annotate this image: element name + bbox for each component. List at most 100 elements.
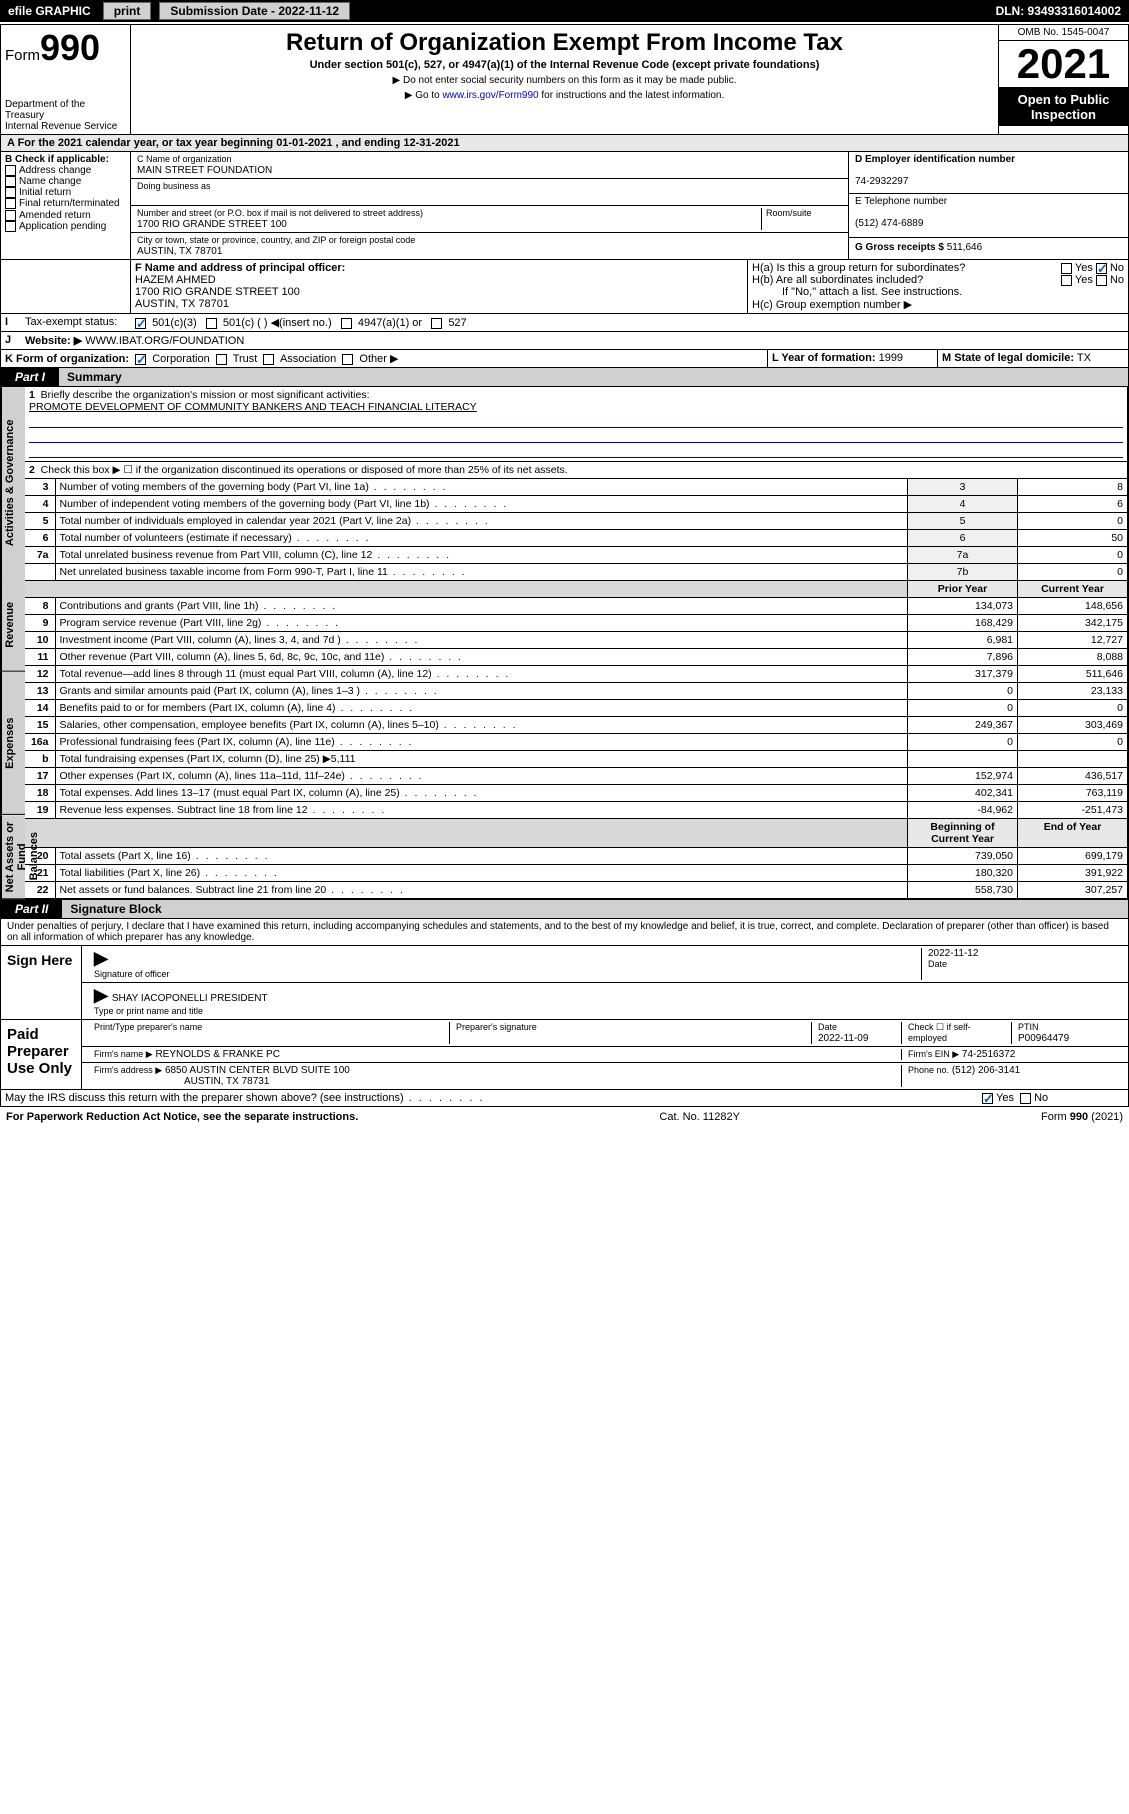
m-value: TX	[1077, 352, 1091, 364]
phone-label: E Telephone number	[855, 196, 947, 207]
form-subtitle: Under section 501(c), 527, or 4947(a)(1)…	[139, 59, 990, 71]
street-address: 1700 RIO GRANDE STREET 100	[137, 219, 287, 230]
dln: DLN: 93493316014002	[988, 4, 1129, 18]
ptin-value: P00964479	[1018, 1033, 1069, 1044]
efile-label: efile GRAPHIC	[0, 4, 99, 18]
prep-date: 2022-11-09	[818, 1033, 868, 1044]
part2-header: Part II Signature Block	[0, 900, 1129, 919]
cbx-527[interactable]	[431, 318, 442, 329]
l-label: L Year of formation:	[772, 352, 876, 364]
cbx-assoc[interactable]	[263, 354, 274, 365]
l-value: 1999	[879, 352, 903, 364]
row-i: I Tax-exempt status: 501(c)(3) 501(c) ( …	[0, 314, 1129, 332]
footer-notice: For Paperwork Reduction Act Notice, see …	[6, 1111, 358, 1123]
city-label: City or town, state or province, country…	[137, 235, 415, 245]
gross-value: 511,646	[947, 242, 982, 253]
col-b: B Check if applicable: Address change Na…	[1, 152, 131, 259]
ha-label: H(a) Is this a group return for subordin…	[752, 262, 965, 274]
cbx-501c[interactable]	[206, 318, 217, 329]
form-title: Return of Organization Exempt From Incom…	[139, 29, 990, 57]
form-header: Form990 Department of the Treasury Inter…	[0, 24, 1129, 135]
col-d: D Employer identification number 74-2932…	[848, 152, 1128, 259]
city-value: AUSTIN, TX 78701	[137, 246, 222, 257]
hb-note: If "No," attach a list. See instructions…	[752, 286, 962, 298]
cbx-ha-yes[interactable]	[1061, 263, 1072, 274]
sig-date: 2022-11-12	[928, 948, 978, 959]
dba-label: Doing business as	[137, 181, 211, 191]
print-button[interactable]: print	[103, 2, 152, 20]
cbx-501c3[interactable]	[135, 318, 146, 329]
cbx-final[interactable]	[5, 198, 16, 209]
addr-label: Number and street (or P.O. box if mail i…	[137, 208, 423, 218]
self-emp-check: Check ☐ if self-employed	[908, 1022, 971, 1043]
signature-block: Sign Here ▶Signature of officer 2022-11-…	[0, 946, 1129, 1020]
section-a: A For the 2021 calendar year, or tax yea…	[0, 135, 1129, 152]
note-link: ▶ Go to www.irs.gov/Form990 for instruct…	[139, 90, 990, 101]
firm-ein: 74-2516372	[962, 1049, 1015, 1060]
part1-title: Summary	[59, 368, 1128, 386]
officer-name-title: SHAY IACOPONELLI PRESIDENT	[112, 993, 268, 1004]
cbx-discuss-no[interactable]	[1020, 1093, 1031, 1104]
firm-city: AUSTIN, TX 78731	[94, 1076, 269, 1087]
top-bar: efile GRAPHIC print Submission Date - 20…	[0, 0, 1129, 22]
prep-sig-label: Preparer's signature	[456, 1022, 537, 1032]
gross-label: G Gross receipts $	[855, 242, 944, 253]
cbx-amended[interactable]	[5, 210, 16, 221]
footer-form: Form 990 (2021)	[1041, 1111, 1123, 1123]
cbx-hb-no[interactable]	[1096, 275, 1107, 286]
hc-label: H(c) Group exemption number ▶	[752, 299, 912, 311]
cbx-name[interactable]	[5, 176, 16, 187]
cbx-pending[interactable]	[5, 221, 16, 232]
ein-label: D Employer identification number	[855, 154, 1015, 165]
website-label: Website: ▶	[25, 335, 82, 347]
org-name-label: C Name of organization	[137, 154, 232, 164]
row-j: J Website: ▶ WWW.IBAT.ORG/FOUNDATION	[0, 332, 1129, 350]
col-c: C Name of organization MAIN STREET FOUND…	[131, 152, 848, 259]
part2-title: Signature Block	[62, 900, 1128, 918]
cbx-4947[interactable]	[341, 318, 352, 329]
part1-pill: Part I	[1, 368, 59, 386]
officer-name: HAZEM AHMED	[135, 274, 216, 286]
dept-label: Department of the Treasury	[5, 99, 126, 121]
irs-label: Internal Revenue Service	[5, 121, 126, 132]
officer-label: F Name and address of principal officer:	[135, 262, 345, 274]
sign-here-label: Sign Here	[1, 946, 81, 1019]
officer-city: AUSTIN, TX 78701	[135, 298, 229, 310]
paid-preparer-block: Paid Preparer Use Only Print/Type prepar…	[0, 1020, 1129, 1090]
header-block: B Check if applicable: Address change Na…	[0, 152, 1129, 260]
cbx-ha-no[interactable]	[1096, 263, 1107, 274]
cbx-trust[interactable]	[216, 354, 227, 365]
cbx-hb-yes[interactable]	[1061, 275, 1072, 286]
summary-table: 1 Briefly describe the organization's mi…	[25, 387, 1128, 899]
summary-block: Activities & Governance Revenue Expenses…	[0, 387, 1129, 900]
footer-cat: Cat. No. 11282Y	[659, 1111, 740, 1123]
phone-value: (512) 474-6889	[855, 218, 923, 229]
b-label: B Check if applicable:	[5, 154, 109, 165]
cbx-corp[interactable]	[135, 354, 146, 365]
discuss-row: May the IRS discuss this return with the…	[0, 1090, 1129, 1107]
website-value: WWW.IBAT.ORG/FOUNDATION	[85, 335, 244, 347]
room-label: Room/suite	[766, 208, 812, 218]
footer: For Paperwork Reduction Act Notice, see …	[0, 1107, 1129, 1127]
form-number: Form990	[5, 27, 126, 69]
cbx-other[interactable]	[342, 354, 353, 365]
cbx-initial[interactable]	[5, 187, 16, 198]
declaration: Under penalties of perjury, I declare th…	[0, 919, 1129, 946]
vbar-expenses: Expenses	[1, 672, 25, 815]
ein-value: 74-2932297	[855, 176, 908, 187]
hb-label: H(b) Are all subordinates included?	[752, 274, 923, 286]
sig-officer-label: Signature of officer	[94, 969, 169, 979]
m-label: M State of legal domicile:	[942, 352, 1074, 364]
firm-phone: (512) 206-3141	[952, 1065, 1020, 1076]
cbx-address[interactable]	[5, 165, 16, 176]
cbx-discuss-yes[interactable]	[982, 1093, 993, 1104]
vbar-netassets: Net Assets or Fund Balances	[1, 815, 25, 899]
submission-date: Submission Date - 2022-11-12	[159, 2, 350, 20]
prep-name-label: Print/Type preparer's name	[94, 1022, 202, 1032]
note-ssn: ▶ Do not enter social security numbers o…	[139, 75, 990, 86]
irs-link[interactable]: www.irs.gov/Form990	[442, 90, 538, 101]
discuss-label: May the IRS discuss this return with the…	[5, 1092, 404, 1104]
vbar-governance: Activities & Governance	[1, 387, 25, 579]
row-klm: K Form of organization: Corporation Trus…	[0, 350, 1129, 368]
firm-name: REYNOLDS & FRANKE PC	[155, 1049, 279, 1060]
